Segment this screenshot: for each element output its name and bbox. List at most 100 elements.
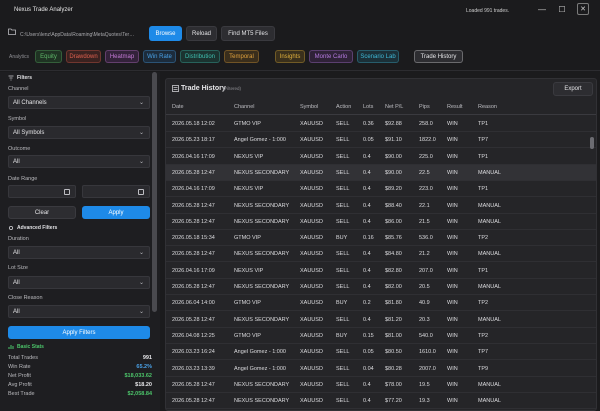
table-cell: $90.00 [385, 169, 402, 176]
advanced-filters-heading: Advanced Filters [8, 225, 57, 231]
channel-select[interactable]: All Channels ⌄ [8, 96, 150, 109]
table-cell: 2026.05.18 12:02 [172, 121, 215, 127]
close-icon[interactable]: ✕ [577, 3, 589, 15]
table-cell: WIN [447, 349, 458, 356]
table-cell: TP2 [478, 300, 489, 307]
table-row[interactable]: 2026.04.16 17:09 NEXUS VIP XAUUSD SELL 0.4 $8… [166, 181, 596, 198]
table-cell: 223.0 [419, 186, 433, 193]
table-cell: NEXUS SECONDARY [234, 284, 290, 290]
table-cell: 0.05 [363, 349, 374, 356]
table-row[interactable]: 2026.05.23 18:17 Angel Gomez - 1:000 XAUUS… [166, 132, 596, 149]
win-rate-button[interactable]: Win Rate [143, 50, 176, 63]
column-header[interactable]: Net P/L [385, 104, 404, 110]
filter-icon [8, 75, 14, 81]
table-cell: 2026.05.28 12:47 [172, 381, 215, 388]
column-header[interactable]: Symbol [300, 104, 319, 110]
table-cell: XAUUSD [300, 137, 323, 144]
column-header[interactable]: Date [172, 104, 184, 110]
reload-button[interactable]: Reload [186, 26, 217, 41]
table-cell: WIN [447, 267, 458, 274]
find-mt5-files-button[interactable]: Find MT5 Files [221, 26, 275, 41]
table-cell: 0.4 [363, 398, 371, 405]
column-header[interactable]: Result [447, 104, 463, 110]
column-header[interactable]: Reason [478, 104, 497, 110]
sidebar-scrollbar[interactable] [152, 72, 157, 312]
clear-button[interactable]: Clear [8, 206, 76, 219]
table-cell: MANUAL [478, 284, 501, 290]
table-row[interactable]: 2026.05.18 15:34 GTMO VIP XAUUSD BUY 0.16 $85… [166, 230, 596, 247]
lot-size-select-value: All [13, 279, 20, 286]
table-cell: XAUUSD [300, 235, 323, 242]
table-row[interactable]: 2026.05.28 12:47 NEXUS SECONDARY XAUUSD SEL… [166, 377, 596, 393]
table-row[interactable]: 2026.05.28 12:47 NEXUS SECONDARY XAUUSD SEL… [166, 393, 596, 410]
symbol-select[interactable]: All Symbols ⌄ [8, 126, 150, 139]
table-row[interactable]: 2026.04.08 12:25 GTMO VIP XAUUSD BUY 0.15 $81… [166, 328, 596, 344]
table-cell: 2007.0 [419, 365, 436, 372]
table-row[interactable]: 2026.03.23 13:39 Angel Gomez - 1:000 XAUUS… [166, 361, 596, 377]
calendar-icon[interactable] [138, 189, 144, 195]
duration-select[interactable]: All ⌄ [8, 246, 150, 259]
apply-filters-button[interactable]: Apply Filters [8, 326, 150, 339]
table-cell: $77.20 [385, 398, 402, 405]
close-reason-select[interactable]: All ⌄ [8, 305, 150, 318]
equity-button[interactable]: Equity [35, 50, 62, 63]
stats-icon [8, 345, 14, 349]
table-cell: 2026.06.04 14:00 [172, 300, 215, 307]
date-to-input[interactable] [82, 185, 150, 198]
table-row[interactable]: 2026.05.28 12:47 NEXUS SECONDARY XAUUSD SEL… [166, 214, 596, 230]
column-header[interactable]: Action [336, 104, 352, 110]
table-row[interactable]: 2026.05.28 12:47 NEXUS SECONDARY XAUUSD SEL… [166, 246, 596, 263]
table-row[interactable]: 2026.03.23 16:24 Angel Gomez - 1:000 XAUUS… [166, 344, 596, 361]
scenario-lab-button[interactable]: Scenario Lab [357, 50, 399, 63]
table-row[interactable]: 2026.05.28 12:47 NEXUS SECONDARY XAUUSD SEL… [166, 164, 596, 181]
table-row[interactable]: 2026.05.28 12:47 NEXUS SECONDARY XAUUSD SEL… [166, 279, 596, 295]
browse-button[interactable]: Browse [149, 26, 182, 41]
table-cell: $84.80 [385, 251, 402, 258]
table-cell: NEXUS VIP [234, 153, 264, 160]
table-cell: BUY [336, 300, 348, 307]
distribution-button[interactable]: Distribution [180, 50, 220, 63]
monte-carlo-button[interactable]: Monte Carlo [309, 50, 353, 63]
close-reason-select-value: All [13, 308, 20, 315]
stat-row: Total Trades 991 [8, 355, 152, 361]
table-cell: 2026.05.28 12:47 [172, 169, 215, 176]
date-from-input[interactable] [8, 185, 76, 198]
table-cell: 536.0 [419, 235, 433, 242]
table-row[interactable]: 2026.04.16 17:09 NEXUS VIP XAUUSD SELL 0.4 $9… [166, 149, 596, 165]
maximize-icon[interactable]: ☐ [558, 4, 566, 14]
insights-button[interactable]: Insights [275, 50, 305, 63]
calendar-icon[interactable] [64, 189, 70, 195]
table-cell: 22.1 [419, 202, 430, 209]
stat-label: Win Rate [8, 364, 31, 370]
column-header[interactable]: Channel [234, 104, 255, 110]
table-cell: 0.4 [363, 169, 371, 176]
trade-history-button[interactable]: Trade History [414, 50, 463, 63]
table-row[interactable]: 2026.04.16 17:09 NEXUS VIP XAUUSD SELL 0.4 $8… [166, 263, 596, 279]
table-cell: $82.80 [385, 267, 402, 274]
table-scrollbar[interactable] [590, 137, 594, 149]
table-cell: 0.05 [363, 137, 374, 144]
chevron-down-icon: ⌄ [138, 309, 144, 315]
table-cell: TP9 [478, 365, 489, 372]
column-header[interactable]: Pips [419, 104, 430, 110]
drawdown-button[interactable]: Drawdown [66, 50, 101, 63]
table-cell: 2026.05.28 12:47 [172, 284, 215, 290]
filters-heading-label: Filters [17, 75, 33, 81]
minimize-icon[interactable]: — [538, 4, 546, 14]
stat-label: Best Trade [8, 391, 35, 397]
apply-button[interactable]: Apply [82, 206, 150, 219]
outcome-select[interactable]: All ⌄ [8, 155, 150, 168]
table-row[interactable]: 2026.05.28 12:47 NEXUS SECONDARY XAUUSD SEL… [166, 198, 596, 214]
temporal-button[interactable]: Temporal [224, 50, 259, 63]
table-row[interactable]: 2026.05.18 12:02 GTMO VIP XAUUSD SELL 0.36 $9… [166, 116, 596, 132]
heatmap-button[interactable]: Heatmap [105, 50, 139, 63]
table-cell: XAUUSD [300, 332, 323, 339]
table-cell: TP1 [478, 267, 489, 274]
table-row[interactable]: 2026.05.28 12:47 NEXUS SECONDARY XAUUSD SEL… [166, 312, 596, 328]
column-header[interactable]: Lots [363, 104, 374, 110]
table-row[interactable]: 2026.06.04 14:00 GTMO VIP XAUUSD BUY 0.2 $81.… [166, 295, 596, 312]
table-cell: $81.20 [385, 316, 402, 323]
lot-size-select[interactable]: All ⌄ [8, 276, 150, 289]
export-button[interactable]: Export [553, 82, 593, 96]
table-cell: MANUAL [478, 316, 501, 323]
